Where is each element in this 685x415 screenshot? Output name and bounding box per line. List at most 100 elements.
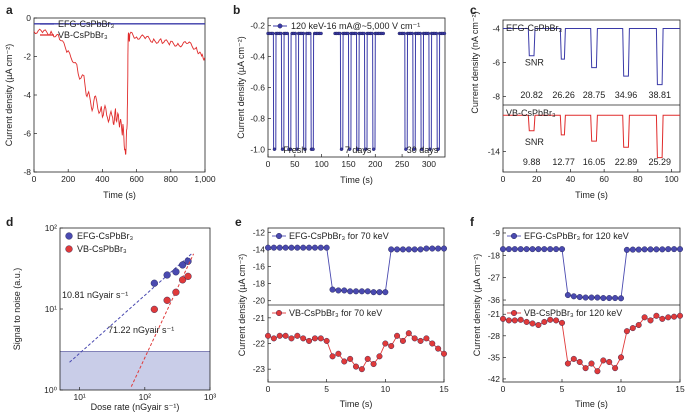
panel-b-xtick-4-label: 200 (368, 159, 382, 169)
panel-f-top-point (600, 295, 607, 302)
panel-f-xtick-3-label: 15 (675, 384, 685, 394)
panel-e-bottom-point (270, 335, 277, 342)
panel-b-marker (303, 147, 307, 151)
panel-e-top-point (399, 246, 406, 253)
panel-e-top-ytick-1-label: -14 (253, 244, 266, 254)
panel-c-bottom-snr-0: 9.88 (523, 157, 541, 167)
panel-a-ytick-2-label: -4 (23, 90, 31, 100)
panel-b-annotation-30days: 30 days (407, 145, 439, 155)
panel-f-bottom-point (647, 317, 654, 324)
panel-b-xtick-5-label: 250 (395, 159, 409, 169)
panel-f-top-legend-marker (511, 232, 518, 239)
panel-b-marker (426, 31, 431, 36)
panel-e-bottom-point (388, 343, 395, 350)
panel-e-bottom-point (417, 337, 424, 344)
panel-c-ylabel: Current density (nA cm⁻²) (470, 11, 480, 113)
panel-f-bottom-point (570, 355, 577, 362)
panel-c-bottom-snr-2: 16.05 (583, 157, 606, 167)
panel-b-marker (271, 31, 275, 36)
panel-f-bottom-point (600, 357, 607, 364)
panel-e-xtick-2-label: 10 (381, 384, 391, 394)
panel-a-ytick-0-label: 0 (26, 13, 31, 23)
panel-f-bottom-point (594, 368, 601, 375)
panel-e-top-point (364, 288, 371, 295)
panel-b-marker (311, 147, 315, 151)
panel-b-xtick-2-label: 100 (315, 159, 329, 169)
panel-f-bottom-point (547, 316, 554, 323)
panel-e-bottom-point (276, 332, 283, 339)
panel-e-bottom-point (394, 332, 401, 339)
panel-f-xtick-0-label: 0 (501, 384, 506, 394)
panel-f-bottom-point (576, 358, 583, 365)
panel-b-marker (346, 31, 350, 36)
panel-d-point-1 (163, 296, 171, 304)
panel-f-bottom-point (677, 312, 684, 319)
panel-e-top-point (382, 289, 389, 296)
panel-a-axes (33, 17, 206, 173)
panel-b-marker (428, 147, 432, 151)
panel-c-bottom-name: VB-CsPbBr₃ (506, 108, 556, 118)
panel-f-bottom-ytick-2-label: -35 (488, 352, 501, 362)
panel-e-xtick-3-label: 15 (439, 384, 449, 394)
panel-f-bottom-point (529, 320, 536, 327)
panel-e-bottom-point (370, 361, 377, 368)
panel-e-bottom-point (423, 335, 430, 342)
panel-f-bottom-ytick-0-label: -21 (488, 309, 501, 319)
panel-f-top-point (629, 246, 636, 253)
panel-f-top-point (576, 294, 583, 301)
panel-e-top-point (353, 288, 360, 295)
panel-c-bottom-ytick-0-label: -14 (488, 146, 501, 156)
panel-e-top-point (441, 245, 448, 252)
panel-f-top-point (594, 294, 601, 301)
panel-c-xtick-2-label: 40 (566, 174, 576, 184)
panel-b-legend-marker (277, 23, 283, 29)
panel-e-xtick-1-label: 5 (324, 384, 329, 394)
panel-b-trace-1 (335, 32, 384, 150)
panel-f-top-point (500, 246, 507, 253)
panel-e-bottom-point (411, 335, 418, 342)
panel-c-top-snr-0: 20.82 (520, 90, 543, 100)
panel-c-top-name: EFG-CsPbBr₃ (506, 23, 563, 33)
panel-d-ylabel: Signal to noise (a.u.) (12, 268, 22, 351)
panel-b-marker (295, 147, 299, 151)
panel-b-marker (402, 31, 406, 36)
panel-e-top-point (394, 246, 401, 253)
panel-f-top-point (564, 292, 571, 299)
panel-e-top-ytick-4-label: -20 (253, 296, 266, 306)
panel-f-top-ytick-3-label: -36 (488, 295, 501, 305)
panel-b-marker (355, 147, 360, 151)
panel-d-xtick-0-label: 10¹ (73, 392, 85, 402)
panel-d-legend-marker-0 (65, 232, 73, 240)
panel-c-bottom-snr-4: 25.29 (649, 157, 672, 167)
panel-c-top-trace (503, 28, 680, 86)
panel-e-bottom-point (282, 332, 289, 339)
panel-d-legend-marker-1 (65, 245, 73, 253)
panel-e-top-point (388, 246, 395, 253)
panel-f-top-point (535, 246, 542, 253)
panel-f-bottom-point (517, 316, 524, 323)
panel-b-marker (319, 31, 323, 36)
panel-b-ytick-3-label: -0.8 (250, 113, 265, 123)
panel-e-bottom-legend: VB-CsPbBr₃ for 70 keV (289, 308, 382, 318)
panel-f-xtick-1-label: 5 (560, 384, 565, 394)
panel-b-ytick-0-label: -0.2 (250, 21, 265, 31)
panel-f-bottom-ytick-1-label: -28 (488, 331, 501, 341)
panel-e-bottom-point (429, 340, 436, 347)
panel-f-top-point (618, 295, 625, 302)
panel-d-point-0 (163, 271, 171, 279)
panel-f-top-point (623, 246, 630, 253)
panel-e-bottom-point (376, 353, 383, 360)
panel-d-ytick-0-label: 10⁰ (44, 385, 57, 395)
panel-e-bottom-point (329, 353, 336, 360)
panel-d-noise-region (60, 351, 210, 390)
panel-b-marker (420, 147, 424, 151)
panel-a-ylabel: Current density (µA cm⁻²) (4, 44, 14, 146)
panel-e-top-point (300, 244, 307, 251)
panel-f-xlabel: Time (s) (575, 399, 608, 409)
panel-f-bottom-point (623, 328, 630, 335)
panel-c-bottom-trace (503, 114, 680, 159)
panel-d-xtick-2-label: 10³ (204, 392, 216, 402)
panel-f-bottom-point (653, 312, 660, 319)
panel-f-bottom-point (500, 315, 507, 322)
panel-c-xlabel: Time (s) (575, 190, 608, 200)
